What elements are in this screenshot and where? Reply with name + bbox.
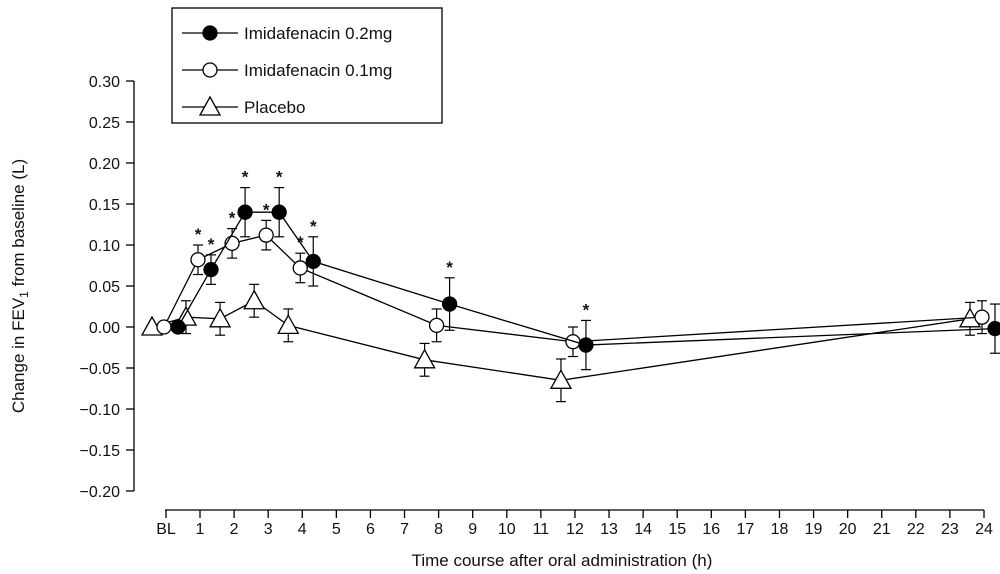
plot-area: ** **** **** [140, 168, 1000, 403]
legend-marker [202, 62, 218, 78]
significance-asterisk: * [583, 300, 590, 319]
significance-asterisk: * [208, 235, 215, 254]
data-point [203, 261, 219, 278]
y-ticks: 0.30 0.25 0.20 0.15 0.10 0.05 0.00 −0.05 −0.10 −0… [80, 74, 134, 501]
x-tick-label: 16 [702, 521, 720, 538]
legend-entries: Imidafenacin 0.2mg Imidafenacin 0.1mg Plac… [182, 24, 392, 117]
x-tick-label: 9 [468, 521, 477, 538]
data-point [549, 368, 573, 389]
significance-asterisk: * [229, 209, 236, 228]
x-tick-label: 20 [839, 521, 857, 538]
x-tick-label: 10 [498, 521, 516, 538]
x-tick-label: 14 [634, 521, 652, 538]
data-point [156, 319, 172, 335]
y-tick-label: 0.15 [89, 197, 120, 214]
data-point [578, 337, 594, 353]
x-tick-label: 13 [600, 521, 618, 538]
x-tick-label: 22 [907, 521, 925, 538]
data-point [243, 289, 266, 310]
x-tick-label: 11 [533, 521, 550, 538]
y-axis-label-suffix: from baseline (L) [9, 159, 28, 291]
data-point [292, 260, 308, 276]
x-tick-label: 7 [400, 521, 409, 538]
legend-entry: Imidafenacin 0.1mg [182, 61, 392, 80]
series-open-triangle [140, 283, 982, 403]
significance-asterisk: * [276, 168, 283, 187]
data-point [237, 204, 253, 220]
significance-asterisk: * [446, 258, 453, 277]
x-tick-label: 4 [298, 521, 307, 538]
y-axis-label-prefix: Change in FEV [9, 297, 28, 413]
legend: Imidafenacin 0.2mg Imidafenacin 0.1mg Plac… [171, 7, 443, 124]
data-point [441, 296, 458, 312]
significance-asterisk: * [195, 225, 202, 244]
x-tick-label: BL [156, 521, 176, 538]
legend-box [171, 7, 443, 124]
x-tick-label: 6 [366, 521, 375, 538]
legend-label: Imidafenacin 0.1mg [244, 61, 392, 80]
y-tick-label: 0.30 [89, 74, 120, 91]
series-line [177, 211, 996, 346]
x-axis-label: Time course after oral administration (h… [412, 551, 713, 570]
x-tick-label: 15 [668, 521, 686, 538]
y-tick-label: −0.20 [80, 484, 121, 501]
data-point [208, 307, 232, 328]
x-tick-label: 18 [771, 521, 789, 538]
data-point [271, 204, 287, 220]
significance-asterisk: * [242, 168, 249, 187]
y-axis-label: Change in FEV1 from baseline (L) [9, 159, 31, 413]
legend-entry: Placebo [182, 95, 305, 117]
x-tick-label: 24 [975, 521, 993, 538]
x-tick-label: 17 [736, 521, 754, 538]
x-tick-label: 1 [196, 521, 205, 538]
series-filled-circle: * * * * * * [170, 168, 1000, 371]
data-point [987, 320, 1000, 337]
x-ticks: BL 1 2 3 4 5 6 7 8 9 10 11 12 13 14 15 16 17 18 19 20 21 22 23 2… [156, 510, 993, 538]
y-tick-label: 0.25 [89, 115, 120, 132]
axes [133, 81, 984, 511]
y-tick-label: −0.15 [80, 443, 121, 460]
data-point [305, 253, 321, 270]
x-tick-label: 23 [941, 521, 959, 538]
data-point [258, 227, 274, 243]
x-tick-label: 21 [873, 521, 891, 538]
legend-label: Imidafenacin 0.2mg [244, 24, 392, 43]
y-axis-label-subscript: 1 [17, 291, 31, 298]
x-tick-label: 8 [434, 521, 443, 538]
x-tick-label: 5 [332, 521, 341, 538]
legend-label: Placebo [244, 98, 305, 117]
y-tick-label: 0.10 [89, 238, 120, 255]
data-point [428, 317, 445, 334]
data-point [974, 309, 990, 325]
y-tick-label: 0.00 [89, 320, 120, 337]
y-tick-label: −0.10 [80, 402, 121, 419]
legend-marker [198, 95, 222, 116]
data-point [413, 348, 436, 369]
y-tick-label: −0.05 [80, 361, 121, 378]
data-point [277, 314, 300, 335]
x-tick-label: 12 [566, 521, 584, 538]
x-tick-label: 2 [230, 521, 239, 538]
legend-marker [202, 25, 218, 41]
x-tick-label: 3 [264, 521, 273, 538]
x-tick-label: 19 [805, 521, 823, 538]
significance-asterisk: * [263, 200, 270, 219]
legend-entry: Imidafenacin 0.2mg [182, 24, 392, 43]
data-point [190, 252, 206, 268]
y-tick-label: 0.05 [89, 279, 120, 296]
data-point [170, 319, 186, 335]
y-tick-label: 0.20 [89, 156, 120, 173]
significance-asterisk: * [310, 217, 317, 236]
